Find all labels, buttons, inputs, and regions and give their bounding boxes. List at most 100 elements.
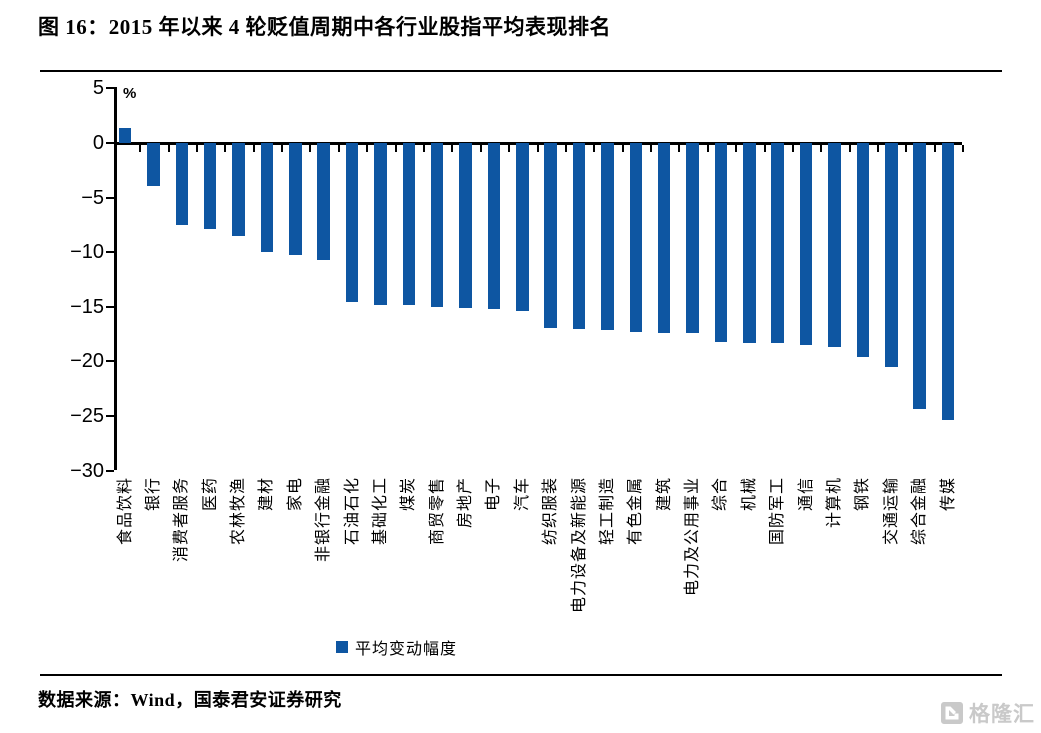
x-axis-tick — [791, 144, 794, 152]
x-axis-category-label: 电力设备及新能源 — [570, 477, 588, 614]
chart-bar — [289, 143, 302, 256]
chart-bar — [430, 143, 444, 307]
x-axis-category-label: 建筑 — [655, 477, 673, 512]
chart-title: 图 16：2015 年以来 4 轮贬值周期中各行业股指平均表现排名 — [38, 15, 611, 39]
y-axis-tick — [106, 87, 114, 90]
chart-bar — [771, 143, 784, 343]
chart-bar — [374, 143, 387, 305]
x-axis-tick — [224, 144, 227, 152]
y-axis-tick-label: −25 — [70, 405, 104, 427]
bottom-divider — [40, 674, 1002, 676]
x-axis-tick — [735, 144, 738, 152]
y-axis-tick — [106, 305, 114, 308]
x-axis-category-label: 钢铁 — [854, 477, 872, 512]
x-axis-tick — [820, 144, 823, 152]
chart-bar — [913, 143, 926, 410]
x-axis-category-label: 商贸零售 — [428, 477, 446, 546]
x-axis-category-label: 农林牧渔 — [230, 477, 248, 546]
x-axis-category-label: 电力及公用事业 — [684, 477, 702, 597]
x-axis-tick — [905, 144, 908, 152]
chart-bar — [601, 143, 614, 330]
y-axis-tick — [106, 196, 114, 199]
chart-bar — [657, 143, 671, 333]
x-axis-tick — [593, 144, 596, 152]
x-axis-category-label: 建材 — [258, 477, 276, 512]
x-axis-category-label: 家电 — [286, 477, 304, 512]
x-axis-category-label: 基础化工 — [371, 477, 389, 546]
y-axis-tick — [106, 469, 114, 472]
gelonghui-logo-icon — [939, 700, 965, 726]
y-axis-tick-label: −10 — [70, 241, 104, 264]
watermark-label: 格隆汇 — [969, 703, 1035, 726]
chart-bar — [572, 143, 586, 329]
x-axis-category-label: 纺织服装 — [542, 477, 560, 546]
y-axis-tick-label: −5 — [81, 186, 104, 209]
chart-bar — [686, 143, 699, 333]
x-axis-tick — [479, 144, 482, 152]
chart-bar — [828, 143, 841, 348]
x-axis-tick — [337, 144, 340, 152]
x-axis-category-label: 综合金融 — [911, 477, 929, 546]
y-axis-unit-label: % — [123, 85, 137, 102]
x-axis-tick — [139, 144, 142, 152]
x-axis-category-label: 综合 — [712, 477, 730, 512]
chart-bar — [147, 143, 160, 186]
x-axis-category-label: 食品饮料 — [116, 477, 134, 546]
x-axis-category-label: 石油石化 — [343, 477, 361, 546]
x-axis-category-label: 银行 — [144, 477, 162, 512]
x-axis-category-label: 消费者服务 — [173, 477, 191, 563]
x-axis-category-label: 汽车 — [513, 477, 531, 512]
x-axis-tick — [763, 144, 766, 152]
y-axis-tick-label: −15 — [70, 295, 104, 318]
x-axis-tick — [650, 144, 653, 152]
x-axis-category-label: 交通运输 — [882, 477, 900, 546]
x-axis-category-label: 房地产 — [457, 477, 475, 529]
y-axis-tick-label: 0 — [92, 132, 104, 154]
chart-bar — [885, 143, 898, 367]
y-axis-tick — [106, 360, 114, 363]
x-axis-tick — [394, 144, 397, 152]
chart-bar — [714, 143, 728, 342]
y-axis-tick-label: −20 — [70, 350, 104, 373]
x-axis-tick — [962, 144, 965, 152]
x-axis-category-label: 国防军工 — [769, 477, 787, 546]
x-axis-tick — [281, 144, 284, 152]
y-axis-tick-label: −30 — [70, 459, 104, 482]
chart-bar — [317, 143, 330, 260]
x-axis-tick — [536, 144, 539, 152]
bar-chart-plot: 5 0 −5 −10 −15 −20 −25 −30% 食品饮料 银行 消费者服务 医药 农林牧渔 建材家… — [70, 77, 965, 614]
x-axis-tick — [451, 144, 454, 152]
chart-bar — [799, 143, 813, 346]
x-axis-tick — [195, 144, 198, 152]
legend-label: 平均变动幅度 — [355, 641, 458, 658]
x-axis-tick — [422, 144, 425, 152]
gelonghui-watermark: 格隆汇 — [939, 698, 1035, 728]
chart-bar — [487, 143, 501, 309]
x-axis-tick — [933, 144, 936, 152]
x-axis-tick — [309, 144, 312, 152]
x-axis-category-label: 有色金属 — [627, 477, 645, 546]
x-axis-category-label: 传媒 — [939, 477, 957, 512]
x-axis-category-label: 医药 — [201, 477, 219, 512]
chart-bar — [629, 143, 643, 332]
x-axis-category-label: 通信 — [797, 477, 815, 512]
data-source-note: 数据来源：Wind，国泰君安证券研究 — [38, 690, 342, 710]
x-axis-tick — [508, 144, 511, 152]
x-axis-category-label: 机械 — [740, 477, 758, 512]
top-divider — [40, 70, 1002, 72]
x-axis-line — [114, 141, 962, 145]
chart-legend: 平均变动幅度 — [336, 635, 457, 659]
chart-bar — [459, 143, 472, 308]
legend-swatch-icon — [336, 641, 348, 653]
chart-bar — [175, 143, 188, 225]
x-axis-tick — [877, 144, 880, 152]
x-axis-category-label: 电子 — [485, 477, 503, 512]
y-axis-tick — [106, 251, 114, 254]
x-axis-category-label: 计算机 — [826, 477, 843, 529]
x-axis-tick — [678, 144, 681, 152]
chart-bar — [232, 143, 245, 236]
x-axis-tick — [848, 144, 851, 152]
chart-bar — [941, 143, 955, 421]
x-axis-tick — [167, 144, 170, 152]
